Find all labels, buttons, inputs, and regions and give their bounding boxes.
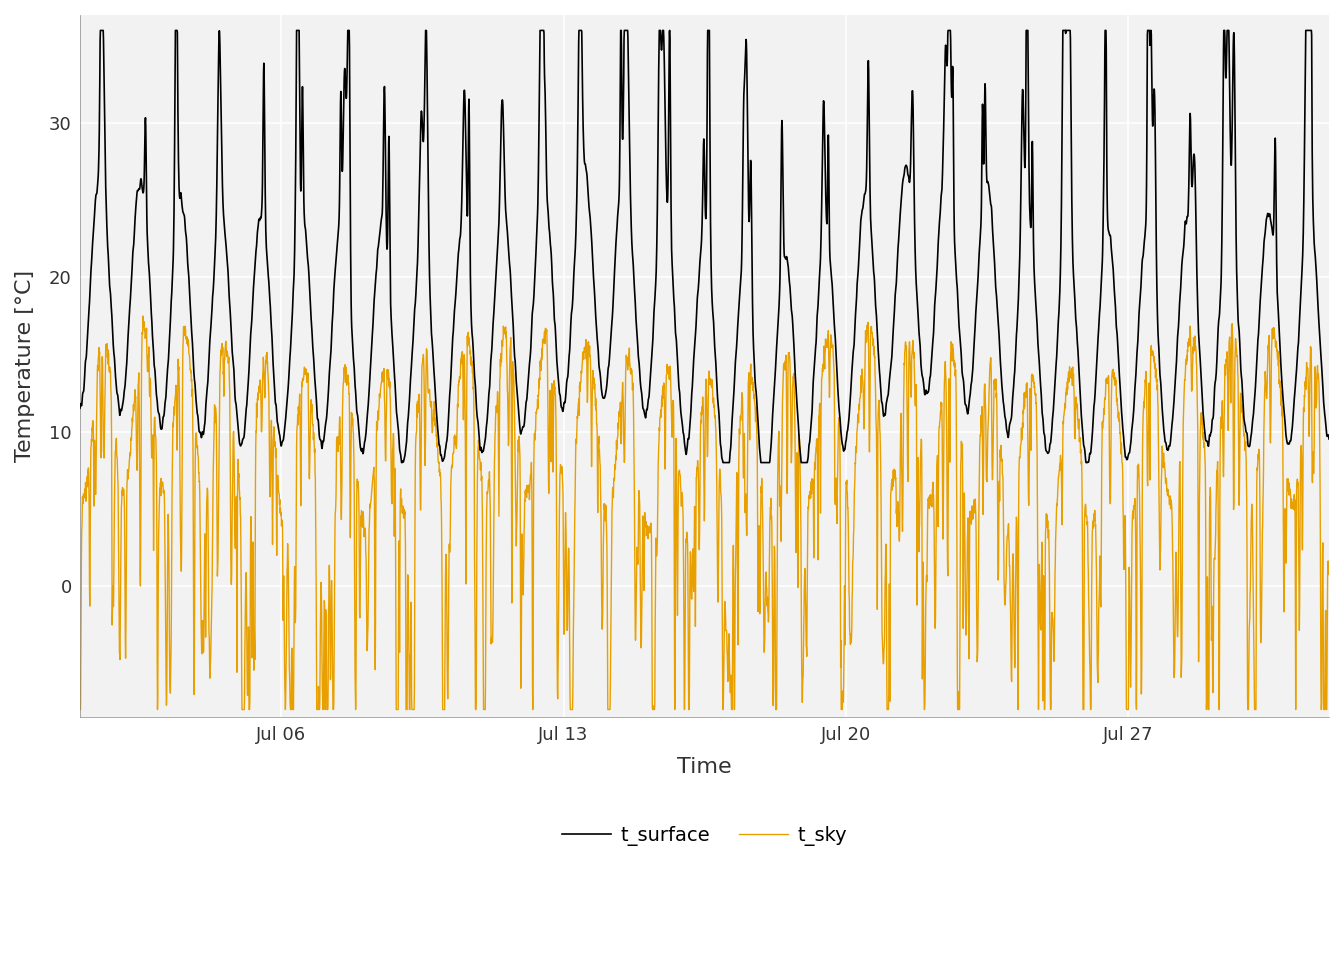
Legend: t_surface, t_sky: t_surface, t_sky (554, 818, 855, 853)
Line: t_sky: t_sky (81, 316, 1329, 709)
Y-axis label: Temperature [°C]: Temperature [°C] (15, 270, 35, 462)
Line: t_surface: t_surface (81, 31, 1329, 463)
X-axis label: Time: Time (677, 757, 731, 778)
